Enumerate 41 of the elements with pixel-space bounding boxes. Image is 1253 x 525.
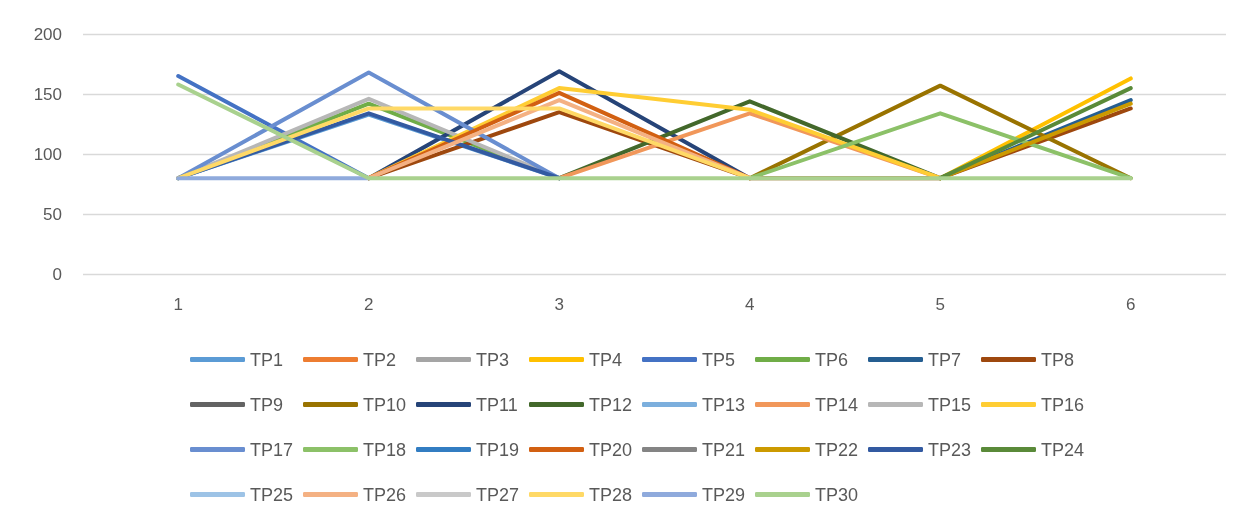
x-tick-label: 1 <box>173 295 183 315</box>
x-tick-label: 5 <box>935 295 945 315</box>
y-tick-label: 0 <box>52 264 62 284</box>
legend-label: TP8 <box>1041 349 1075 370</box>
legend-label: TP23 <box>928 439 972 460</box>
legend-label: TP2 <box>363 349 397 370</box>
y-tick-label: 150 <box>33 84 62 104</box>
legend-label: TP12 <box>589 394 633 415</box>
legend-label: TP6 <box>815 349 849 370</box>
legend-label: TP28 <box>589 484 633 505</box>
legend-label: TP1 <box>250 349 284 370</box>
legend-label: TP10 <box>363 394 407 415</box>
legend-label: TP3 <box>476 349 510 370</box>
y-tick-label: 50 <box>43 204 62 224</box>
legend-label: TP26 <box>363 484 407 505</box>
legend-label: TP4 <box>589 349 623 370</box>
legend-label: TP9 <box>250 394 284 415</box>
legend-label: TP16 <box>1041 394 1085 415</box>
legend-label: TP24 <box>1041 439 1085 460</box>
legend-label: TP15 <box>928 394 972 415</box>
legend-label: TP30 <box>815 484 859 505</box>
legend-label: TP22 <box>815 439 859 460</box>
legend-label: TP19 <box>476 439 520 460</box>
legend-label: TP17 <box>250 439 294 460</box>
y-tick-label: 100 <box>33 144 62 164</box>
x-tick-label: 3 <box>554 295 564 315</box>
x-tick-label: 6 <box>1126 295 1136 315</box>
legend-label: TP20 <box>589 439 633 460</box>
legend-label: TP5 <box>702 349 736 370</box>
legend-label: TP13 <box>702 394 746 415</box>
x-tick-label: 2 <box>364 295 374 315</box>
legend-label: TP27 <box>476 484 520 505</box>
legend-label: TP29 <box>702 484 746 505</box>
y-tick-label: 200 <box>33 24 62 44</box>
legend-label: TP11 <box>476 394 518 415</box>
legend-label: TP25 <box>250 484 294 505</box>
legend-label: TP18 <box>363 439 407 460</box>
legend-label: TP21 <box>702 439 746 460</box>
legend-label: TP14 <box>815 394 859 415</box>
legend-label: TP7 <box>928 349 962 370</box>
x-tick-label: 4 <box>745 295 755 315</box>
